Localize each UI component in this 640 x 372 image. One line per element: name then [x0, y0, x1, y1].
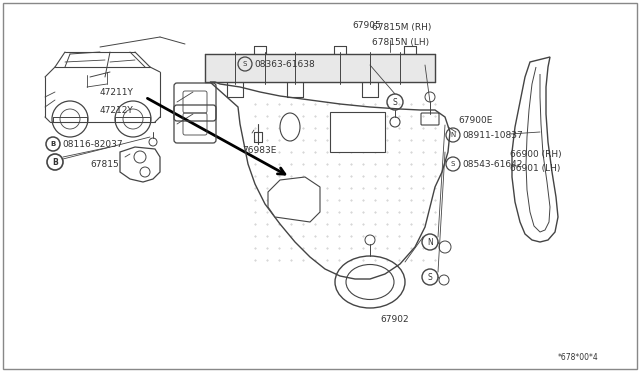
Text: 67815M (RH): 67815M (RH) [372, 22, 431, 32]
Text: S: S [451, 161, 455, 167]
Text: 08116-82037: 08116-82037 [62, 140, 123, 148]
Text: S: S [428, 273, 433, 282]
Text: 08363-61638: 08363-61638 [254, 60, 315, 68]
Text: 08911-10837: 08911-10837 [462, 131, 523, 140]
Text: 08543-61642: 08543-61642 [462, 160, 522, 169]
Text: *678*00*4: *678*00*4 [558, 353, 599, 362]
Text: 66900 (RH): 66900 (RH) [510, 150, 562, 158]
Text: 67900E: 67900E [458, 115, 492, 125]
Text: 67902: 67902 [380, 315, 408, 324]
Text: 66901 (LH): 66901 (LH) [510, 164, 561, 173]
Ellipse shape [280, 113, 300, 141]
Polygon shape [268, 177, 320, 222]
Text: 67815N (LH): 67815N (LH) [372, 38, 429, 46]
Text: 67905: 67905 [352, 20, 381, 29]
Text: S: S [392, 97, 397, 106]
Text: 47212Y: 47212Y [100, 106, 134, 115]
Text: B: B [52, 157, 58, 167]
Text: 67815: 67815 [90, 160, 119, 169]
Bar [330, 112, 385, 152]
Text: S: S [243, 61, 247, 67]
Text: 76983E: 76983E [242, 145, 276, 154]
Text: N: N [451, 132, 456, 138]
Text: B: B [51, 141, 56, 147]
Text: 47211Y: 47211Y [100, 87, 134, 96]
Text: N: N [427, 237, 433, 247]
